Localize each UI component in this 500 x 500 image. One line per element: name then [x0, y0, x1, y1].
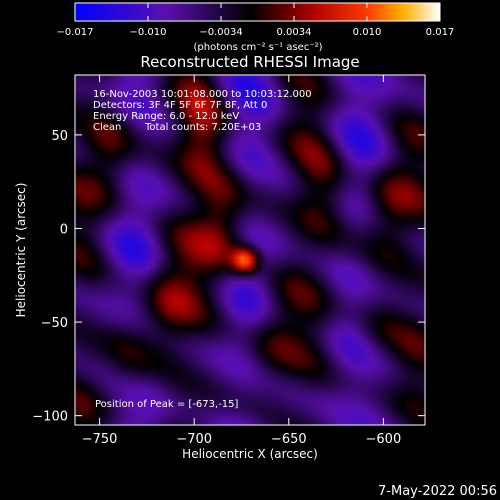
colorbar: −0.017 −0.010 −0.0034 0.0034 0.010 0.017 (pho… — [56, 2, 454, 53]
colorbar-tick-label: −0.017 — [56, 27, 93, 38]
info-energy-range: Energy Range: 6.0 - 12.0 keV — [93, 111, 239, 122]
heatmap-image — [75, 75, 425, 425]
colorbar-tick-label: −0.0034 — [199, 27, 242, 38]
info-time-range: 16-Nov-2003 10:01:08.000 to 10:03:12.000 — [93, 89, 312, 100]
y-axis-label: Heliocentric Y (arcsec) — [14, 183, 28, 318]
axis-ticks: −750 −700 −650 −600 −100 −50 0 50 — [32, 75, 425, 447]
y-tick-label: 50 — [51, 129, 68, 144]
info-box: 16-Nov-2003 10:01:08.000 to 10:03:12.000… — [93, 89, 312, 410]
x-tick-label: −700 — [176, 432, 212, 447]
x-tick-label: −600 — [366, 432, 402, 447]
colorbar-tick-label: −0.010 — [129, 27, 166, 38]
timestamp: 7-May-2022 00:56 — [378, 484, 497, 499]
info-detectors: Detectors: 3F 4F 5F 6F 7F 8F, Att 0 — [93, 100, 267, 111]
y-tick-label: −100 — [32, 410, 68, 425]
colorbar-ticks: −0.017 −0.010 −0.0034 0.0034 0.010 0.017 — [56, 3, 454, 38]
x-axis-label: Heliocentric X (arcsec) — [182, 447, 318, 461]
peak-position: Position of Peak = [-673,-15] — [95, 399, 239, 410]
colorbar-tick-label: 0.010 — [353, 27, 382, 38]
colorbar-unit-label: (photons cm⁻² s⁻¹ asec⁻²) — [193, 42, 322, 53]
info-clean: Clean — [93, 122, 121, 133]
colorbar-tick-label: 0.0034 — [277, 27, 312, 38]
heatmap-raster — [75, 75, 425, 425]
y-tick-label: 0 — [60, 222, 68, 237]
chart-title: Reconstructed RHESSI Image — [140, 53, 359, 71]
plot-frame — [74, 74, 426, 426]
colorbar-tick-label: 0.017 — [426, 27, 455, 38]
info-total-counts: Total counts: 7.20E+03 — [144, 122, 261, 133]
x-tick-label: −650 — [271, 432, 307, 447]
colorbar-gradient — [74, 2, 441, 22]
y-tick-label: −50 — [41, 316, 68, 331]
x-tick-label: −750 — [82, 432, 118, 447]
